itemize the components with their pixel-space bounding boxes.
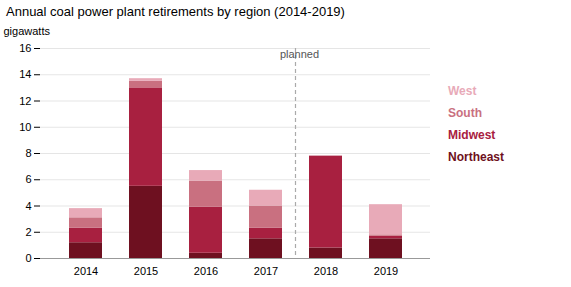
svg-text:12: 12 xyxy=(19,95,31,107)
svg-text:0: 0 xyxy=(25,252,31,264)
svg-text:2015: 2015 xyxy=(134,265,158,277)
html-text:Northeast: Northeast xyxy=(448,150,504,164)
html-text:Annual coal power plant retire: Annual coal power plant retirements by r… xyxy=(6,4,345,19)
svg-text:2016: 2016 xyxy=(194,265,218,277)
html-text:West: West xyxy=(448,84,477,98)
svg-text:planned: planned xyxy=(280,48,319,60)
svg-text:14: 14 xyxy=(19,68,31,80)
svg-text:gigawatts: gigawatts xyxy=(4,25,51,37)
svg-text:2018: 2018 xyxy=(314,265,338,277)
svg-text:2017: 2017 xyxy=(254,265,278,277)
svg-text:4: 4 xyxy=(25,200,31,212)
html-text:South: South xyxy=(448,106,482,120)
svg-text:10: 10 xyxy=(19,121,31,133)
svg-text:8: 8 xyxy=(25,147,31,159)
svg-text:2019: 2019 xyxy=(374,265,398,277)
svg-text:2: 2 xyxy=(25,226,31,238)
svg-text:6: 6 xyxy=(25,173,31,185)
html-text:Midwest: Midwest xyxy=(448,128,496,142)
svg-text:2014: 2014 xyxy=(74,265,98,277)
svg-text:16: 16 xyxy=(19,42,31,54)
